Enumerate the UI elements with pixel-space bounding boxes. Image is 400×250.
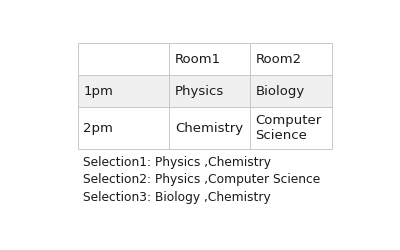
Text: Room2: Room2: [256, 53, 302, 66]
FancyBboxPatch shape: [78, 107, 169, 149]
FancyBboxPatch shape: [250, 107, 332, 149]
Text: Selection1: Physics ,Chemistry: Selection1: Physics ,Chemistry: [82, 156, 270, 169]
FancyBboxPatch shape: [169, 44, 250, 75]
FancyBboxPatch shape: [169, 75, 250, 107]
FancyBboxPatch shape: [78, 44, 169, 75]
Text: Computer
Science: Computer Science: [256, 114, 322, 142]
Text: 1pm: 1pm: [84, 84, 113, 98]
FancyBboxPatch shape: [169, 107, 250, 149]
Text: Biology: Biology: [256, 84, 305, 98]
Text: Selection2: Physics ,Computer Science: Selection2: Physics ,Computer Science: [82, 174, 320, 186]
FancyBboxPatch shape: [250, 75, 332, 107]
Text: Physics: Physics: [175, 84, 224, 98]
FancyBboxPatch shape: [250, 44, 332, 75]
Text: Room1: Room1: [175, 53, 221, 66]
Text: Selection3: Biology ,Chemistry: Selection3: Biology ,Chemistry: [82, 191, 270, 204]
Text: 2pm: 2pm: [84, 122, 113, 135]
Text: Chemistry: Chemistry: [175, 122, 243, 135]
FancyBboxPatch shape: [78, 75, 169, 107]
